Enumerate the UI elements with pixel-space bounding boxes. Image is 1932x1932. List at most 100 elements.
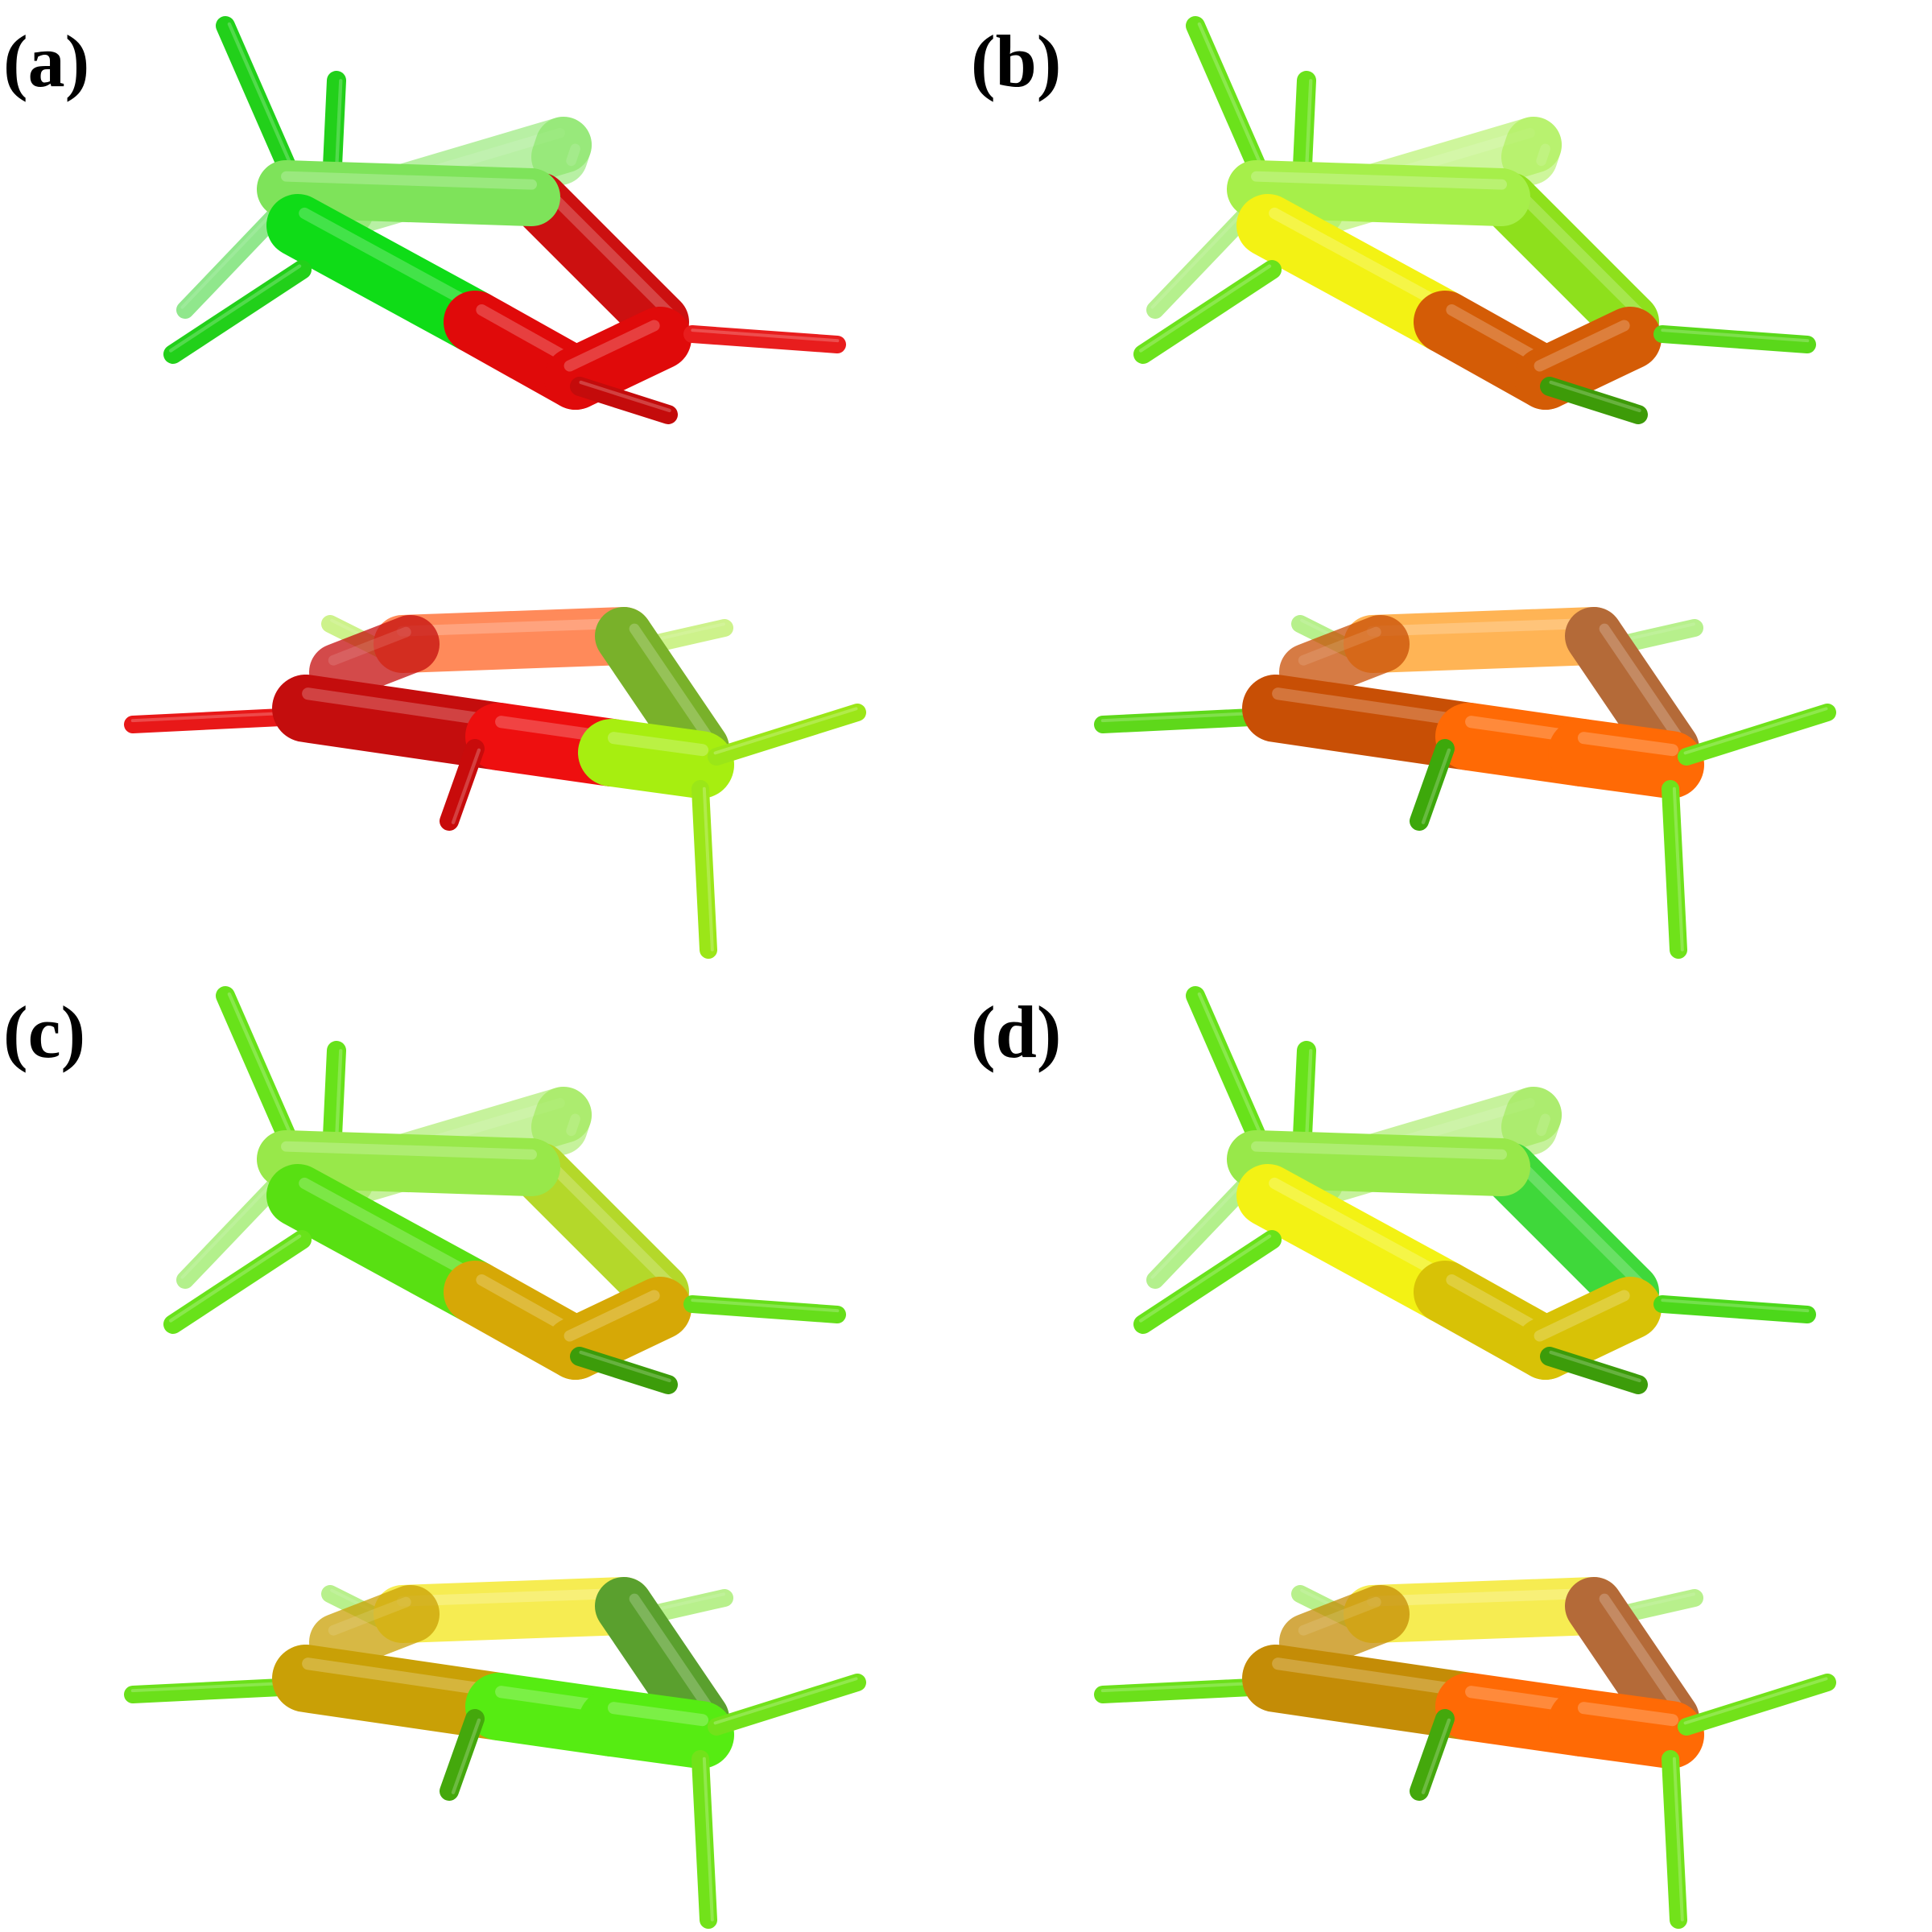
bond-stub-lower bbox=[1410, 1709, 1455, 1801]
ring-bond-rear-right bbox=[1480, 172, 1659, 351]
bond-stub-right bbox=[1653, 325, 1816, 353]
bond-stub-right bbox=[1678, 1674, 1836, 1736]
ring-bond-front-right-corner-highlight bbox=[564, 320, 660, 372]
ring-bond-back-end-highlight bbox=[1536, 1113, 1550, 1137]
bond-stub-left-highlight bbox=[130, 1681, 299, 1693]
molecule-panel-a-top bbox=[163, 16, 846, 424]
bond-stub-left bbox=[124, 708, 307, 733]
ring-bond-upper-highlight bbox=[281, 171, 537, 190]
molecule-panel-a-bottom bbox=[124, 607, 866, 959]
bond-stub-left-highlight bbox=[1100, 711, 1269, 723]
ring-bond-rear-right-highlight bbox=[543, 1157, 675, 1289]
ring-bond-front-left bbox=[1236, 1164, 1476, 1323]
bond-stub-up-left bbox=[1186, 986, 1269, 1153]
bond-stub-down-highlight bbox=[1672, 1757, 1684, 1922]
bond-stub-lower bbox=[440, 1709, 485, 1801]
ring-bond-front-left-highlight bbox=[302, 687, 508, 729]
bond-stub-lower-highlight bbox=[579, 380, 671, 413]
ring-bond-rear-right-highlight bbox=[1513, 187, 1645, 319]
bond-stub-right-highlight bbox=[713, 1677, 858, 1725]
bond-stub-right-highlight bbox=[1661, 1298, 1810, 1313]
ring-bond-upper bbox=[257, 1130, 560, 1196]
bond-stub-up-left bbox=[216, 16, 299, 183]
bond-stub-lower-left bbox=[163, 260, 312, 364]
bond-stub-up-left bbox=[216, 986, 299, 1153]
bond-stub-lower-highlight bbox=[579, 1350, 671, 1383]
bond-stub-lower-highlight bbox=[1421, 748, 1451, 824]
bond-stub-lower-highlight bbox=[451, 1718, 481, 1794]
bond-stub-right bbox=[708, 704, 866, 766]
ring-bond-back-end bbox=[1501, 117, 1562, 185]
bond-stub-lower-left-highlight bbox=[1138, 1234, 1272, 1323]
ring-bond-upper-highlight bbox=[1251, 171, 1507, 190]
bond-stub-back-left-highlight bbox=[180, 213, 273, 309]
bond-stub-right bbox=[1653, 1295, 1816, 1323]
molecule-panel-b-bottom bbox=[1094, 607, 1836, 959]
ring-bond-front-left-highlight bbox=[1272, 1657, 1478, 1699]
bond-stub-down-highlight bbox=[702, 1757, 714, 1922]
ring-bond-rear-right-highlight bbox=[543, 187, 675, 319]
bond-stub-up-left-highlight bbox=[1197, 992, 1265, 1144]
ring-bond-back-highlight bbox=[396, 617, 629, 637]
bond-stub-back-left bbox=[1146, 1179, 1253, 1289]
bond-stub-right-highlight bbox=[691, 328, 840, 343]
bond-stub-lower-left-highlight bbox=[168, 264, 302, 353]
ring-bond-rear-right bbox=[1480, 1142, 1659, 1321]
ring-bond-back-end-highlight bbox=[1536, 143, 1550, 167]
bond-stub-down bbox=[1662, 780, 1687, 959]
ring-bond-front-right-corner bbox=[544, 307, 691, 410]
bond-stub-lower-left-highlight bbox=[168, 1234, 302, 1323]
bond-stub-right-highlight bbox=[1661, 328, 1810, 343]
bond-stub-up-left bbox=[1186, 16, 1269, 183]
bond-stub-down bbox=[691, 780, 717, 959]
ring-bond-back-left-highlight bbox=[1298, 626, 1381, 666]
ring-bond-front-right-corner bbox=[544, 1277, 691, 1380]
bond-stub-right bbox=[683, 325, 846, 353]
ring-bond-upper bbox=[257, 160, 560, 226]
ring-bond-front-right-corner-highlight bbox=[564, 1290, 660, 1342]
ring-bond-back-left bbox=[309, 615, 440, 701]
molecule-panel-d-bottom bbox=[1094, 1577, 1836, 1929]
bond-stub-lower-highlight bbox=[1549, 380, 1641, 413]
bond-stub-back-left bbox=[1146, 208, 1253, 319]
bond-stub-lower-highlight bbox=[1421, 1718, 1451, 1794]
bond-stub-lower bbox=[570, 1347, 678, 1394]
ring-bond-rear-right bbox=[510, 1142, 689, 1321]
ring-bond-front-right-highlight bbox=[1577, 732, 1679, 757]
molecule-panel-c-top bbox=[163, 986, 846, 1394]
ring-bond-back-end bbox=[1501, 1087, 1562, 1155]
ring-bond-back-right-highlight bbox=[629, 1593, 716, 1717]
bond-stub-right bbox=[1678, 704, 1836, 766]
bond-stub-left bbox=[124, 1678, 307, 1703]
bond-stub-back-left-highlight bbox=[180, 1183, 273, 1279]
bond-stub-lower bbox=[570, 377, 678, 424]
ring-bond-front-left-highlight bbox=[302, 1657, 508, 1699]
bond-stub-right bbox=[683, 1295, 846, 1323]
bond-stub-lower bbox=[1410, 739, 1455, 831]
bond-stub-left bbox=[1094, 1678, 1277, 1703]
bond-stub-lower-highlight bbox=[451, 748, 481, 824]
panel-label-c: (c) bbox=[3, 991, 86, 1073]
bond-stub-lower-left bbox=[1133, 260, 1282, 364]
ring-bond-front-left bbox=[1236, 194, 1476, 353]
ring-bond-back-left bbox=[1279, 1585, 1410, 1671]
ring-bond-back-right-highlight bbox=[629, 623, 716, 747]
ring-bond-back-right-highlight bbox=[1599, 1593, 1686, 1717]
bond-stub-down bbox=[1662, 1750, 1687, 1929]
ring-bond-front-left-highlight bbox=[1269, 1177, 1458, 1286]
panel-label-a: (a) bbox=[3, 20, 90, 102]
bond-stub-down bbox=[691, 1750, 717, 1929]
panel-label-b: (b) bbox=[971, 20, 1062, 102]
bond-stub-up-left-highlight bbox=[1197, 22, 1265, 174]
ring-bond-back-end-highlight bbox=[566, 143, 580, 167]
bond-stub-right-highlight bbox=[1683, 1677, 1828, 1725]
ring-bond-back-left bbox=[309, 1585, 440, 1671]
bond-stub-down-highlight bbox=[1672, 786, 1684, 952]
ring-bond-back-highlight bbox=[1366, 617, 1599, 637]
ring-bond-front-left-highlight bbox=[299, 1177, 488, 1286]
bond-stub-back-left-highlight bbox=[1150, 213, 1243, 309]
ring-bond-back-left-highlight bbox=[328, 626, 411, 666]
ring-bond-front-left-highlight bbox=[299, 207, 488, 316]
